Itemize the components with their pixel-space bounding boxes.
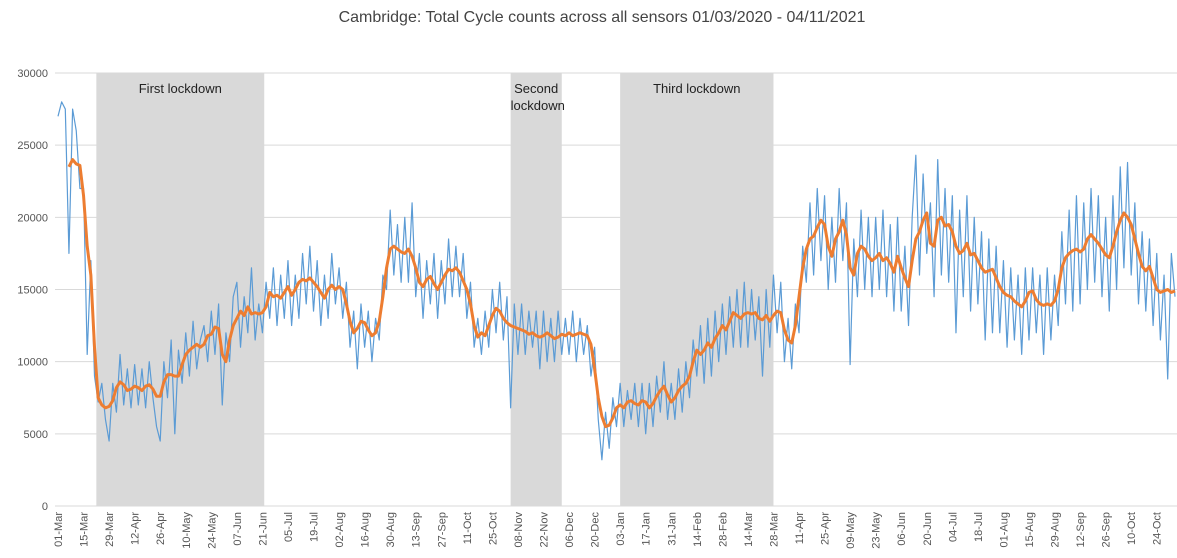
x-tick-label: 23-May [871, 512, 883, 549]
x-tick-label: 17-Jan [641, 512, 653, 546]
chart-title: Cambridge: Total Cycle counts across all… [339, 9, 866, 26]
x-tick-label: 13-Sep [411, 512, 423, 547]
x-tick-label: 14-Mar [743, 512, 755, 547]
y-tick-label: 20000 [17, 212, 48, 224]
y-tick-label: 0 [42, 501, 48, 513]
y-tick-label: 25000 [17, 140, 48, 152]
x-tick-label: 11-Oct [462, 512, 474, 544]
x-tick-label: 02-Aug [334, 512, 346, 547]
x-tick-label: 15-Aug [1024, 512, 1036, 547]
x-tick-label: 04-Jul [947, 512, 959, 542]
y-tick-label: 30000 [17, 68, 48, 80]
x-tick-label: 28-Mar [768, 512, 780, 547]
x-tick-label: 14-Feb [692, 512, 704, 547]
x-tick-label: 05-Jul [283, 512, 295, 542]
x-tick-label: 25-Apr [820, 512, 832, 545]
x-tick-label: 25-Oct [487, 512, 499, 545]
region-label: First lockdown [138, 81, 222, 96]
x-tick-label: 26-Apr [155, 512, 167, 545]
x-tick-label: 06-Dec [564, 512, 576, 548]
x-tick-label: 24-May [206, 512, 218, 549]
lockdown-region [510, 73, 562, 506]
x-tick-label: 20-Jun [922, 512, 934, 546]
x-tick-label: 10-Oct [1126, 512, 1138, 545]
x-tick-label: 22-Nov [538, 512, 550, 548]
x-tick-label: 29-Aug [1050, 512, 1062, 547]
x-tick-label: 21-Jun [257, 512, 269, 546]
x-tick-label: 03-Jan [615, 512, 627, 546]
region-label: Second lockdown [510, 81, 565, 113]
series-line [67, 158, 1176, 429]
x-tick-label: 07-Jun [232, 512, 244, 546]
x-tick-label: 26-Sep [1101, 512, 1113, 547]
x-tick-label: 15-Mar [79, 512, 91, 547]
region-label: Third lockdown [653, 81, 741, 96]
lockdown-region [96, 73, 265, 506]
x-tick-label: 10-May [181, 512, 193, 549]
x-tick-label: 28-Feb [717, 512, 729, 547]
x-tick-label: 06-Jun [896, 512, 908, 546]
x-tick-label: 08-Nov [513, 512, 525, 548]
x-tick-label: 27-Sep [436, 512, 448, 547]
x-tick-label: 01-Mar [53, 512, 65, 547]
series-line [57, 101, 1176, 461]
y-tick-label: 5000 [24, 429, 48, 441]
x-tick-label: 09-May [845, 512, 857, 549]
x-tick-label: 19-Jul [309, 512, 321, 542]
x-tick-label: 30-Aug [385, 512, 397, 547]
lockdown-region [620, 73, 774, 506]
x-tick-label: 01-Aug [998, 512, 1010, 547]
x-tick-label: 24-Oct [1152, 512, 1164, 545]
x-tick-label: 12-Apr [130, 512, 142, 545]
x-tick-label: 31-Jan [666, 512, 678, 546]
x-tick-label: 12-Sep [1075, 512, 1087, 547]
y-tick-label: 10000 [17, 357, 48, 369]
x-tick-label: 20-Dec [590, 512, 602, 548]
y-tick-label: 15000 [17, 285, 48, 297]
x-tick-label: 11-Apr [794, 512, 806, 545]
x-tick-label: 29-Mar [104, 512, 116, 547]
x-tick-label: 16-Aug [360, 512, 372, 547]
x-tick-label: 18-Jul [973, 512, 985, 542]
